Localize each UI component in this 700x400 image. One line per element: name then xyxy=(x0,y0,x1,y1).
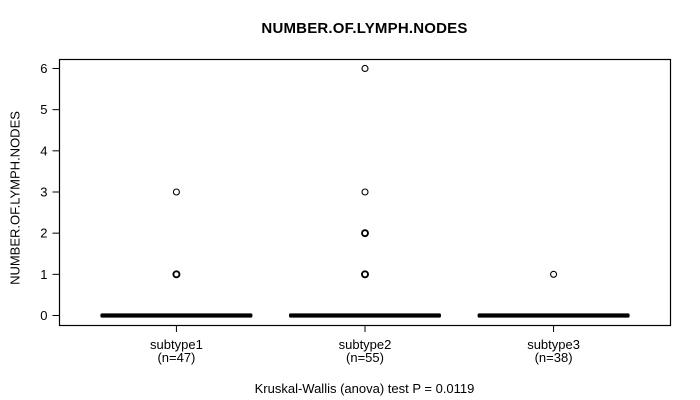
outlier-point xyxy=(361,64,369,73)
outlier-point xyxy=(172,188,180,196)
y-tick-label: 3 xyxy=(40,184,47,199)
group-size-label: (n=55) xyxy=(346,350,384,365)
y-tick-label: 1 xyxy=(40,267,47,282)
outlier-point xyxy=(172,270,181,279)
outlier-point xyxy=(361,188,369,196)
group-label: subtype1 xyxy=(150,337,203,352)
y-tick-label: 0 xyxy=(40,308,47,323)
collapsed-box-median-bar xyxy=(289,313,441,318)
outlier-point xyxy=(361,229,369,238)
y-tick-label: 4 xyxy=(40,143,47,158)
collapsed-box-median-bar xyxy=(477,313,630,318)
chart-title: NUMBER.OF.LYMPH.NODES xyxy=(261,20,468,37)
collapsed-box-median-bar xyxy=(100,313,253,318)
group-label: subtype3 xyxy=(527,337,580,352)
stat-test-caption: Kruskal-Wallis (anova) test P = 0.0119 xyxy=(254,381,475,396)
y-tick-label: 5 xyxy=(40,102,47,117)
group-size-label: (n=47) xyxy=(157,350,195,365)
group-label: subtype2 xyxy=(339,337,392,352)
y-tick-label: 6 xyxy=(40,61,47,76)
y-tick-label: 2 xyxy=(40,226,47,241)
outlier-point xyxy=(361,270,369,279)
outlier-point xyxy=(550,270,558,278)
group-size-label: (n=38) xyxy=(535,350,573,365)
